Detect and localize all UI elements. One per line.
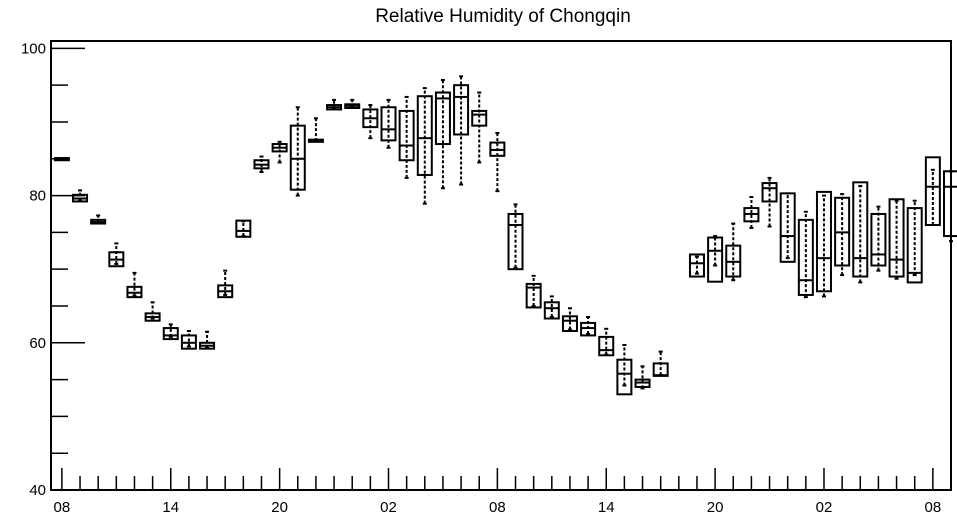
box-mark — [761, 176, 778, 228]
box-mark — [235, 219, 252, 238]
box-mark — [162, 323, 179, 341]
box-mark — [72, 189, 89, 203]
box-mark — [416, 87, 433, 205]
box-mark — [561, 307, 578, 333]
box-mark — [380, 98, 397, 149]
x-tick-label: 08 — [489, 499, 506, 516]
box-mark — [108, 242, 125, 268]
box-mark — [906, 199, 923, 284]
box-mark — [507, 203, 524, 271]
box-body — [507, 212, 524, 271]
box-mark — [725, 222, 742, 282]
box-mark — [797, 210, 814, 299]
x-tick-label: 14 — [162, 499, 179, 516]
box-mark — [616, 343, 633, 396]
box-mark — [834, 193, 851, 277]
x-tick-label: 20 — [271, 499, 288, 516]
box-mark — [924, 156, 941, 227]
box-mark — [344, 98, 361, 109]
box-mark — [580, 316, 597, 337]
y-tick-label: 60 — [29, 335, 46, 352]
y-tick-label: 100 — [21, 40, 46, 57]
box-mark — [852, 181, 869, 284]
box-mark — [870, 205, 887, 272]
box-mark — [652, 350, 669, 377]
x-tick-label: 02 — [380, 499, 397, 516]
box-mark — [779, 192, 796, 263]
x-tick-label: 02 — [816, 499, 833, 516]
x-tick-label: 08 — [925, 499, 942, 516]
box-mark — [126, 271, 143, 299]
x-tick-label: 08 — [54, 499, 71, 516]
y-tick-label: 80 — [29, 188, 46, 205]
x-tick-label: 14 — [598, 499, 615, 516]
box-mark — [525, 274, 542, 309]
box-mark — [634, 365, 651, 390]
box-mark — [453, 75, 470, 186]
box-mark — [707, 235, 724, 283]
box-mark — [144, 301, 161, 322]
box-mark — [943, 170, 957, 243]
y-tick-label: 40 — [29, 482, 46, 499]
box-mark — [598, 327, 615, 357]
box-body — [543, 301, 560, 320]
box-mark — [253, 155, 270, 174]
box-body — [561, 315, 578, 333]
box-body — [688, 253, 705, 278]
box-mark — [199, 330, 216, 350]
box-body — [162, 327, 179, 341]
box-mark — [888, 198, 905, 280]
boxes-group — [53, 75, 957, 396]
box-mark — [180, 330, 197, 350]
box-body — [471, 109, 488, 127]
box-mark — [326, 98, 343, 111]
box-mark — [489, 132, 506, 193]
chart-title: Relative Humidity of Chongqin — [375, 6, 631, 27]
box-mark — [289, 106, 306, 197]
box-mark — [398, 95, 415, 179]
box-mark — [688, 253, 705, 278]
box-mark — [53, 157, 70, 162]
box-mark — [434, 79, 451, 190]
box-mark — [362, 104, 379, 140]
box-mark — [543, 295, 560, 320]
x-tick-label: 20 — [707, 499, 724, 516]
box-mark — [271, 140, 288, 164]
box-mark — [471, 91, 488, 164]
box-mark — [815, 190, 832, 298]
box-mark — [743, 196, 760, 229]
box-mark — [90, 214, 107, 225]
axes-group: 40 60 80 100 08 14 20 02 08 14 20 02 08 — [21, 40, 952, 516]
box-mark — [217, 269, 234, 299]
box-mark — [307, 117, 324, 143]
plot-frame — [50, 40, 952, 491]
